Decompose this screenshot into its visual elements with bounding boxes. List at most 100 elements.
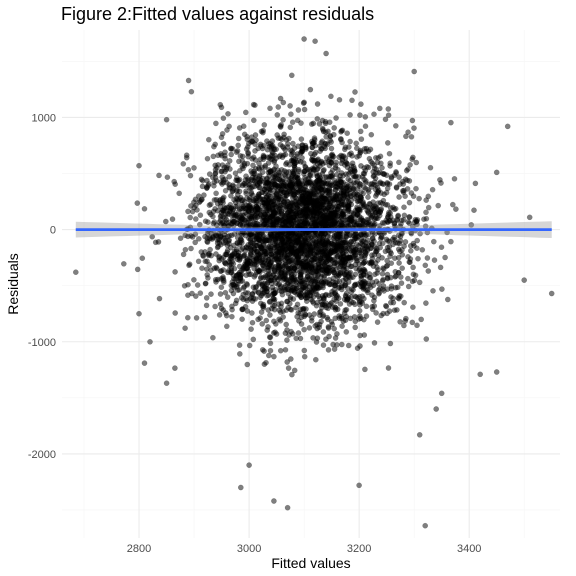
data-point (267, 105, 273, 112)
data-point (320, 342, 327, 348)
data-point (396, 295, 402, 302)
data-point (283, 183, 289, 190)
data-point (401, 243, 407, 249)
data-point (405, 275, 411, 282)
data-point (293, 260, 300, 266)
data-point (258, 244, 264, 251)
data-point (360, 282, 366, 289)
data-point (236, 272, 243, 278)
data-point (438, 180, 444, 186)
data-point (288, 72, 295, 79)
data-point (380, 310, 387, 317)
data-point (318, 159, 324, 166)
data-point (387, 163, 393, 169)
data-point (247, 295, 254, 302)
data-point (287, 124, 294, 131)
data-point (343, 269, 350, 276)
data-point (442, 254, 448, 261)
data-point (177, 235, 184, 241)
data-point (438, 390, 445, 397)
y-axis-title: Residuals (5, 253, 21, 314)
data-point (365, 164, 372, 171)
data-point (336, 315, 343, 322)
data-point (250, 162, 256, 169)
data-point (379, 240, 386, 247)
data-point (250, 284, 257, 291)
data-point (229, 313, 235, 320)
data-point (330, 197, 337, 203)
data-point (273, 172, 279, 178)
data-point (260, 209, 267, 216)
data-point (298, 269, 305, 276)
data-point (265, 307, 272, 313)
data-point (406, 214, 413, 220)
data-point (287, 245, 294, 251)
data-point (202, 258, 209, 265)
data-point (350, 186, 356, 193)
data-point (301, 326, 307, 333)
data-point (291, 271, 298, 277)
data-point (257, 250, 264, 256)
data-point (339, 139, 345, 146)
data-point (340, 172, 347, 179)
data-point (234, 148, 241, 154)
data-point (218, 134, 225, 141)
data-point (322, 187, 329, 193)
data-point (317, 148, 323, 154)
data-point (281, 199, 287, 205)
data-point (169, 216, 176, 222)
data-point (395, 212, 402, 219)
data-point (237, 484, 244, 491)
data-point (193, 315, 200, 321)
data-point (363, 203, 370, 210)
data-point (320, 280, 326, 287)
data-point (193, 202, 199, 208)
data-point (249, 319, 256, 326)
data-point (244, 361, 251, 368)
data-point (263, 317, 270, 324)
data-point (308, 256, 315, 263)
data-point (294, 301, 301, 308)
data-point (271, 201, 278, 208)
data-point (197, 290, 204, 296)
data-point (73, 269, 79, 276)
data-point (348, 192, 354, 199)
data-point (273, 146, 280, 152)
data-point (229, 187, 236, 194)
data-point (229, 258, 235, 265)
data-point (414, 322, 420, 329)
data-point (379, 234, 385, 240)
data-point (352, 173, 359, 180)
data-point (444, 296, 451, 303)
data-point (202, 280, 209, 287)
data-point (378, 160, 384, 167)
data-point (284, 337, 290, 343)
data-point (284, 504, 291, 511)
data-point (172, 365, 178, 371)
data-point (526, 214, 533, 221)
x-tick-label: 3000 (237, 543, 261, 555)
data-point (197, 212, 204, 218)
data-point (256, 236, 262, 242)
data-point (399, 251, 406, 258)
data-point (206, 262, 212, 268)
data-point (402, 176, 409, 182)
data-point (291, 367, 298, 374)
data-point (314, 325, 321, 332)
data-point (250, 336, 257, 343)
data-point (286, 161, 293, 168)
data-point (222, 187, 229, 194)
data-point (394, 307, 400, 313)
data-point (323, 291, 330, 298)
data-point (187, 214, 193, 221)
data-point (182, 246, 189, 253)
data-point (384, 286, 391, 292)
data-point (319, 125, 326, 132)
data-point (156, 295, 163, 302)
data-point (362, 366, 368, 373)
data-point (387, 217, 393, 224)
data-point (315, 177, 321, 183)
data-point (267, 277, 274, 283)
data-point (343, 293, 349, 300)
data-point (381, 171, 387, 177)
